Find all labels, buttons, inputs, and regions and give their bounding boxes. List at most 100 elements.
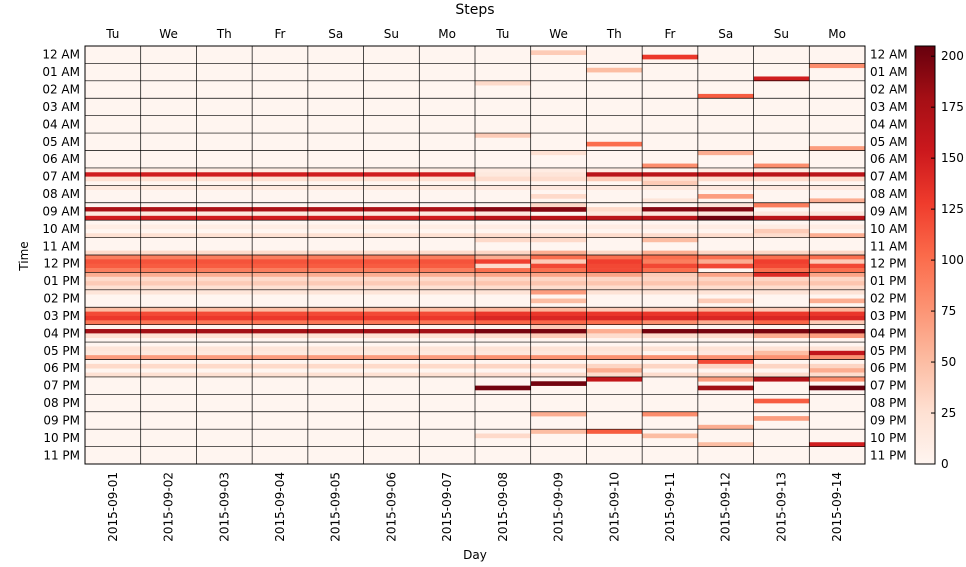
heatmap-cell: [363, 167, 420, 173]
y-tick-label-left: 03 AM: [42, 100, 80, 114]
heatmap-cell: [475, 167, 532, 173]
heatmap-cell: [196, 250, 253, 256]
heatmap-cell: [642, 355, 699, 360]
heatmap-cell: [252, 268, 309, 273]
heatmap-cell: [809, 346, 866, 352]
heatmap-cell: [475, 285, 532, 291]
heatmap-cell: [753, 163, 810, 169]
heatmap-cell: [85, 215, 142, 221]
y-tick-label-right: 08 AM: [870, 187, 908, 201]
heatmap-cell: [753, 350, 810, 356]
heatmap-cell: [252, 311, 309, 317]
heatmap-cell: [642, 268, 699, 273]
heatmap-cell: [697, 211, 754, 217]
heatmap-cell: [85, 185, 142, 190]
heatmap-cell: [530, 320, 587, 325]
heatmap-cell: [196, 333, 253, 339]
heatmap-cell: [475, 350, 532, 356]
heatmap-cell: [530, 324, 587, 330]
heatmap-cell: [586, 350, 643, 356]
x-tick-day: Sa: [328, 27, 343, 41]
heatmap-cell: [140, 285, 197, 291]
heatmap-cell: [475, 255, 532, 260]
heatmap-cell: [642, 180, 699, 186]
y-tick-label-right: 04 AM: [870, 117, 908, 131]
heatmap-cell: [196, 320, 253, 325]
heatmap-cell: [586, 255, 643, 260]
heatmap-cell: [252, 372, 309, 378]
heatmap-cell: [809, 263, 866, 269]
heatmap-cell: [363, 285, 420, 291]
heatmap-cell: [307, 320, 364, 325]
heatmap-cell: [697, 320, 754, 325]
heatmap-cell: [809, 268, 866, 273]
heatmap-cell: [753, 363, 810, 369]
heatmap-cell: [586, 429, 643, 434]
heatmap-cell: [697, 194, 754, 199]
y-tick-label-left: 10 AM: [42, 222, 80, 236]
heatmap-cell: [753, 233, 810, 238]
colorbar-tick-label: 0: [941, 457, 949, 471]
heatmap-cell: [85, 233, 142, 238]
heatmap-cell: [252, 285, 309, 291]
heatmap-cell: [475, 263, 532, 269]
heatmap-cell: [363, 355, 420, 360]
heatmap-cell: [642, 320, 699, 325]
y-tick-label-right: 11 AM: [870, 239, 908, 253]
heatmap-cell: [530, 255, 587, 260]
heatmap-cell: [419, 311, 476, 317]
heatmap-cell: [196, 315, 253, 321]
heatmap-cell: [475, 289, 532, 295]
heatmap-cell: [419, 263, 476, 269]
heatmap-cell: [753, 228, 810, 234]
heatmap-cell: [530, 207, 587, 212]
heatmap-cell: [140, 250, 197, 256]
heatmap-cell: [642, 307, 699, 312]
heatmap-cell: [697, 259, 754, 265]
heatmap-cell: [530, 298, 587, 304]
heatmap-cell: [307, 307, 364, 312]
heatmap-cell: [252, 333, 309, 339]
colorbar-tick-label: 175: [941, 100, 964, 114]
y-axis-label: Time: [17, 241, 31, 271]
heatmap-cell: [475, 311, 532, 317]
heatmap-cell: [753, 329, 810, 334]
heatmap-cell: [697, 355, 754, 360]
heatmap-cell: [196, 172, 253, 177]
heatmap-cell: [809, 333, 866, 339]
heatmap-cell: [475, 315, 532, 321]
heatmap-cell: [586, 307, 643, 312]
x-tick-date: 2015-09-05: [329, 472, 343, 542]
heatmap-cell: [363, 333, 420, 339]
heatmap-cell: [530, 429, 587, 434]
heatmap-cell: [307, 333, 364, 339]
heatmap-cell: [252, 224, 309, 230]
heatmap-cell: [530, 202, 587, 208]
heatmap-cell: [85, 346, 142, 352]
heatmap-cell: [85, 320, 142, 325]
heatmap-cell: [642, 185, 699, 190]
heatmap-cell: [697, 329, 754, 334]
heatmap-cell: [697, 363, 754, 369]
heatmap-cell: [196, 185, 253, 190]
heatmap-cell: [252, 259, 309, 265]
heatmap-cell: [753, 167, 810, 173]
heatmap-cell: [252, 172, 309, 177]
heatmap-cell: [697, 311, 754, 317]
heatmap-cell: [419, 259, 476, 265]
heatmap-cell: [697, 346, 754, 352]
heatmap-cell: [697, 272, 754, 278]
heatmap-cell: [642, 433, 699, 439]
heatmap-cell: [252, 211, 309, 217]
heatmap-cell: [753, 285, 810, 291]
heatmap-cell: [586, 233, 643, 238]
heatmap-cell: [252, 307, 309, 312]
heatmap-cell: [753, 272, 810, 278]
heatmap-cell: [642, 211, 699, 217]
heatmap-cell: [363, 272, 420, 278]
heatmap-cell: [697, 281, 754, 286]
heatmap-cell: [140, 176, 197, 182]
heatmap-cell: [419, 207, 476, 212]
heatmap-cell: [140, 350, 197, 356]
heatmap-cell: [586, 272, 643, 278]
